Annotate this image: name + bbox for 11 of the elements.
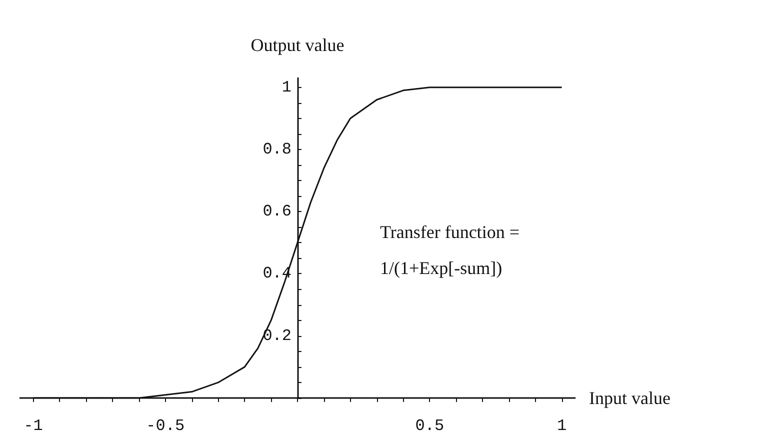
y-axis-title: Output value	[250, 35, 344, 55]
x-tick-label: -0.5	[146, 417, 185, 435]
annotation: 1/(1+Exp[-sum])	[380, 258, 502, 278]
y-tick-label: 1	[282, 78, 292, 96]
x-tick-label: 1	[556, 417, 567, 435]
x-axis-title: Input value	[589, 388, 670, 408]
y-tick-label: 0.6	[262, 202, 292, 221]
x-tick-label: 0.5	[415, 417, 444, 435]
x-tick-label: -1	[24, 417, 43, 435]
y-tick-label: 0.8	[262, 140, 292, 158]
annotation: Transfer function =	[380, 222, 520, 242]
